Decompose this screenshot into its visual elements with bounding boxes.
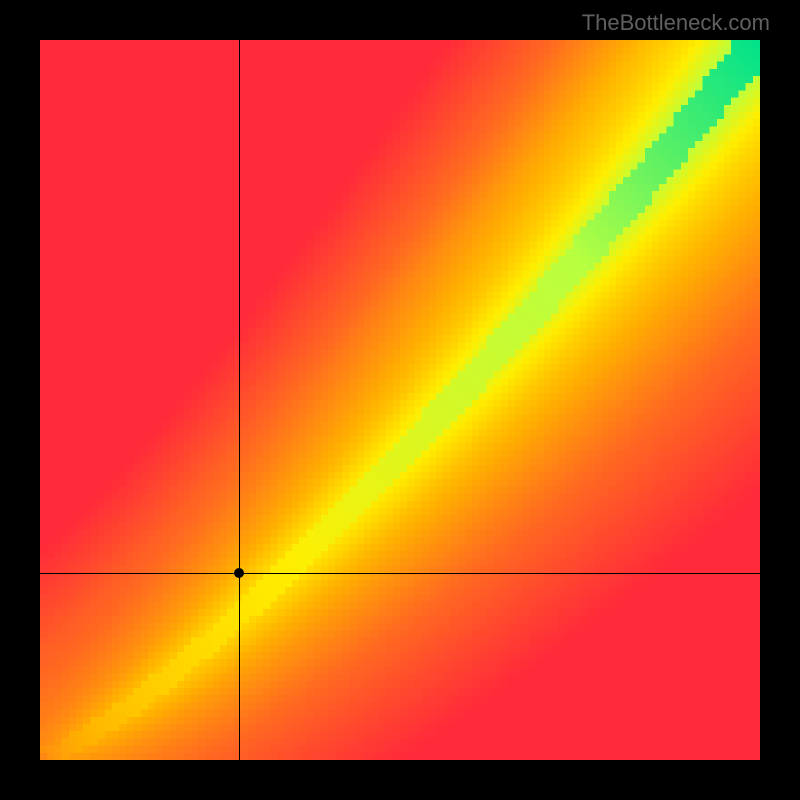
crosshair-vertical <box>239 40 240 760</box>
heatmap-plot <box>40 40 760 760</box>
heatmap-canvas <box>40 40 760 760</box>
crosshair-marker <box>234 568 244 578</box>
crosshair-horizontal <box>40 573 760 574</box>
watermark-text: TheBottleneck.com <box>582 10 770 36</box>
